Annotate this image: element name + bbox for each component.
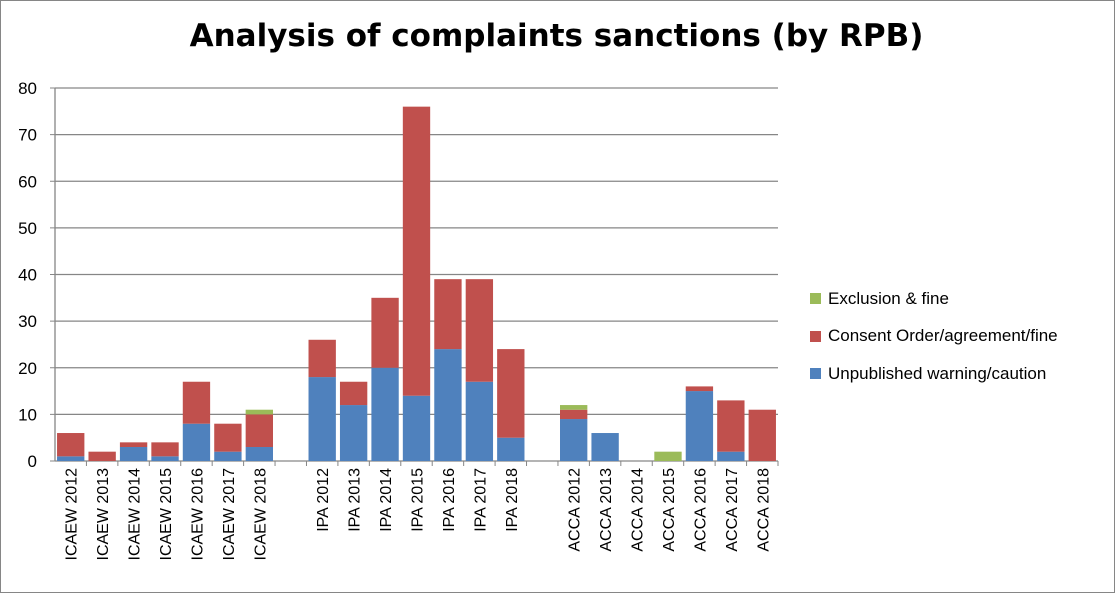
x-tick-label: IPA 2012: [315, 468, 332, 532]
x-tick-label: ACCA 2012: [567, 468, 584, 552]
x-tick-label: IPA 2017: [472, 468, 489, 532]
bar-segment: [465, 279, 494, 382]
bar-segment: [119, 447, 148, 461]
bar-segment: [748, 409, 776, 461]
chart-legend: Exclusion & fine Consent Order/agreement…: [810, 280, 1058, 393]
legend-label: Unpublished warning/caution: [828, 363, 1047, 383]
bar-segment: [685, 391, 714, 461]
y-tick-label: 0: [28, 452, 37, 471]
bar-segment: [214, 423, 242, 452]
y-tick-label: 70: [18, 126, 37, 145]
legend-swatch: [810, 330, 821, 342]
y-tick-label: 30: [18, 312, 37, 331]
x-tick-label: IPA 2014: [378, 468, 395, 532]
legend-label: Exclusion & fine: [828, 288, 949, 308]
chart-title: Analysis of complaints sanctions (by RPB…: [189, 18, 924, 54]
bar-segment: [119, 442, 148, 448]
bar-segment: [308, 339, 336, 378]
bar-segment: [308, 377, 336, 461]
bar-segment: [717, 451, 745, 461]
bar-segment: [151, 442, 179, 457]
bar-segment: [654, 451, 682, 461]
bar-segment: [245, 447, 274, 461]
bar-segment: [402, 106, 431, 396]
y-tick-label: 50: [18, 219, 37, 238]
x-tick-label: ICAEW 2013: [95, 468, 112, 561]
x-tick-label: ICAEW 2012: [64, 468, 81, 561]
x-tick-label: ACCA 2014: [630, 468, 647, 552]
bar-segment: [559, 405, 588, 410]
x-tick-label: ACCA 2018: [755, 468, 772, 552]
bar-segment: [339, 381, 368, 406]
x-tick-label: ICAEW 2014: [127, 468, 144, 561]
bar-segment: [559, 419, 588, 461]
bar-segment: [591, 433, 619, 461]
bar-segment: [559, 409, 588, 420]
y-tick-label: 60: [18, 172, 37, 191]
bar-segment: [371, 367, 399, 461]
x-tick-label: ICAEW 2016: [189, 468, 206, 561]
bar-segment: [245, 409, 274, 415]
bar-segment: [214, 451, 242, 461]
bar-segment: [339, 405, 368, 461]
legend-item-exclusion: Exclusion & fine: [810, 280, 1058, 318]
y-tick-label: 80: [18, 79, 37, 98]
bar-segment: [88, 451, 116, 461]
bar-segment: [402, 395, 431, 461]
y-tick-label: 10: [18, 405, 37, 424]
x-tick-label: ACCA 2016: [692, 468, 709, 552]
x-tick-label: ICAEW 2017: [221, 468, 238, 561]
x-tick-label: IPA 2013: [347, 468, 364, 532]
bar-segment: [151, 456, 179, 461]
x-tick-label: IPA 2016: [441, 468, 458, 532]
x-tick-label: ACCA 2013: [598, 468, 615, 552]
bar-segment: [497, 349, 525, 438]
legend-label: Consent Order/agreement/fine: [828, 326, 1058, 346]
bar-segment: [434, 279, 462, 350]
bar-segment: [497, 437, 525, 461]
legend-swatch: [810, 368, 821, 380]
bar-segment: [57, 433, 85, 457]
bar-segment: [465, 381, 494, 461]
legend-swatch: [810, 293, 821, 305]
x-tick-label: IPA 2018: [504, 468, 521, 532]
x-tick-label: IPA 2015: [410, 468, 427, 532]
x-tick-label: ACCA 2017: [724, 468, 741, 552]
bar-segment: [245, 414, 274, 448]
bar-segment: [685, 386, 714, 392]
bar-segment: [371, 297, 399, 368]
bar-segment: [182, 381, 211, 424]
bar-segment: [717, 400, 745, 452]
x-tick-label: ICAEW 2018: [252, 468, 269, 561]
bar-segment: [434, 349, 462, 461]
bar-segment: [57, 456, 85, 461]
y-tick-label: 40: [18, 266, 37, 285]
x-tick-label: ICAEW 2015: [158, 468, 175, 561]
bar-segment: [182, 423, 211, 461]
legend-item-consent-order: Consent Order/agreement/fine: [810, 318, 1058, 356]
y-tick-label: 20: [18, 359, 37, 378]
x-tick-label: ACCA 2015: [661, 468, 678, 552]
legend-item-unpublished-warning: Unpublished warning/caution: [810, 355, 1058, 393]
